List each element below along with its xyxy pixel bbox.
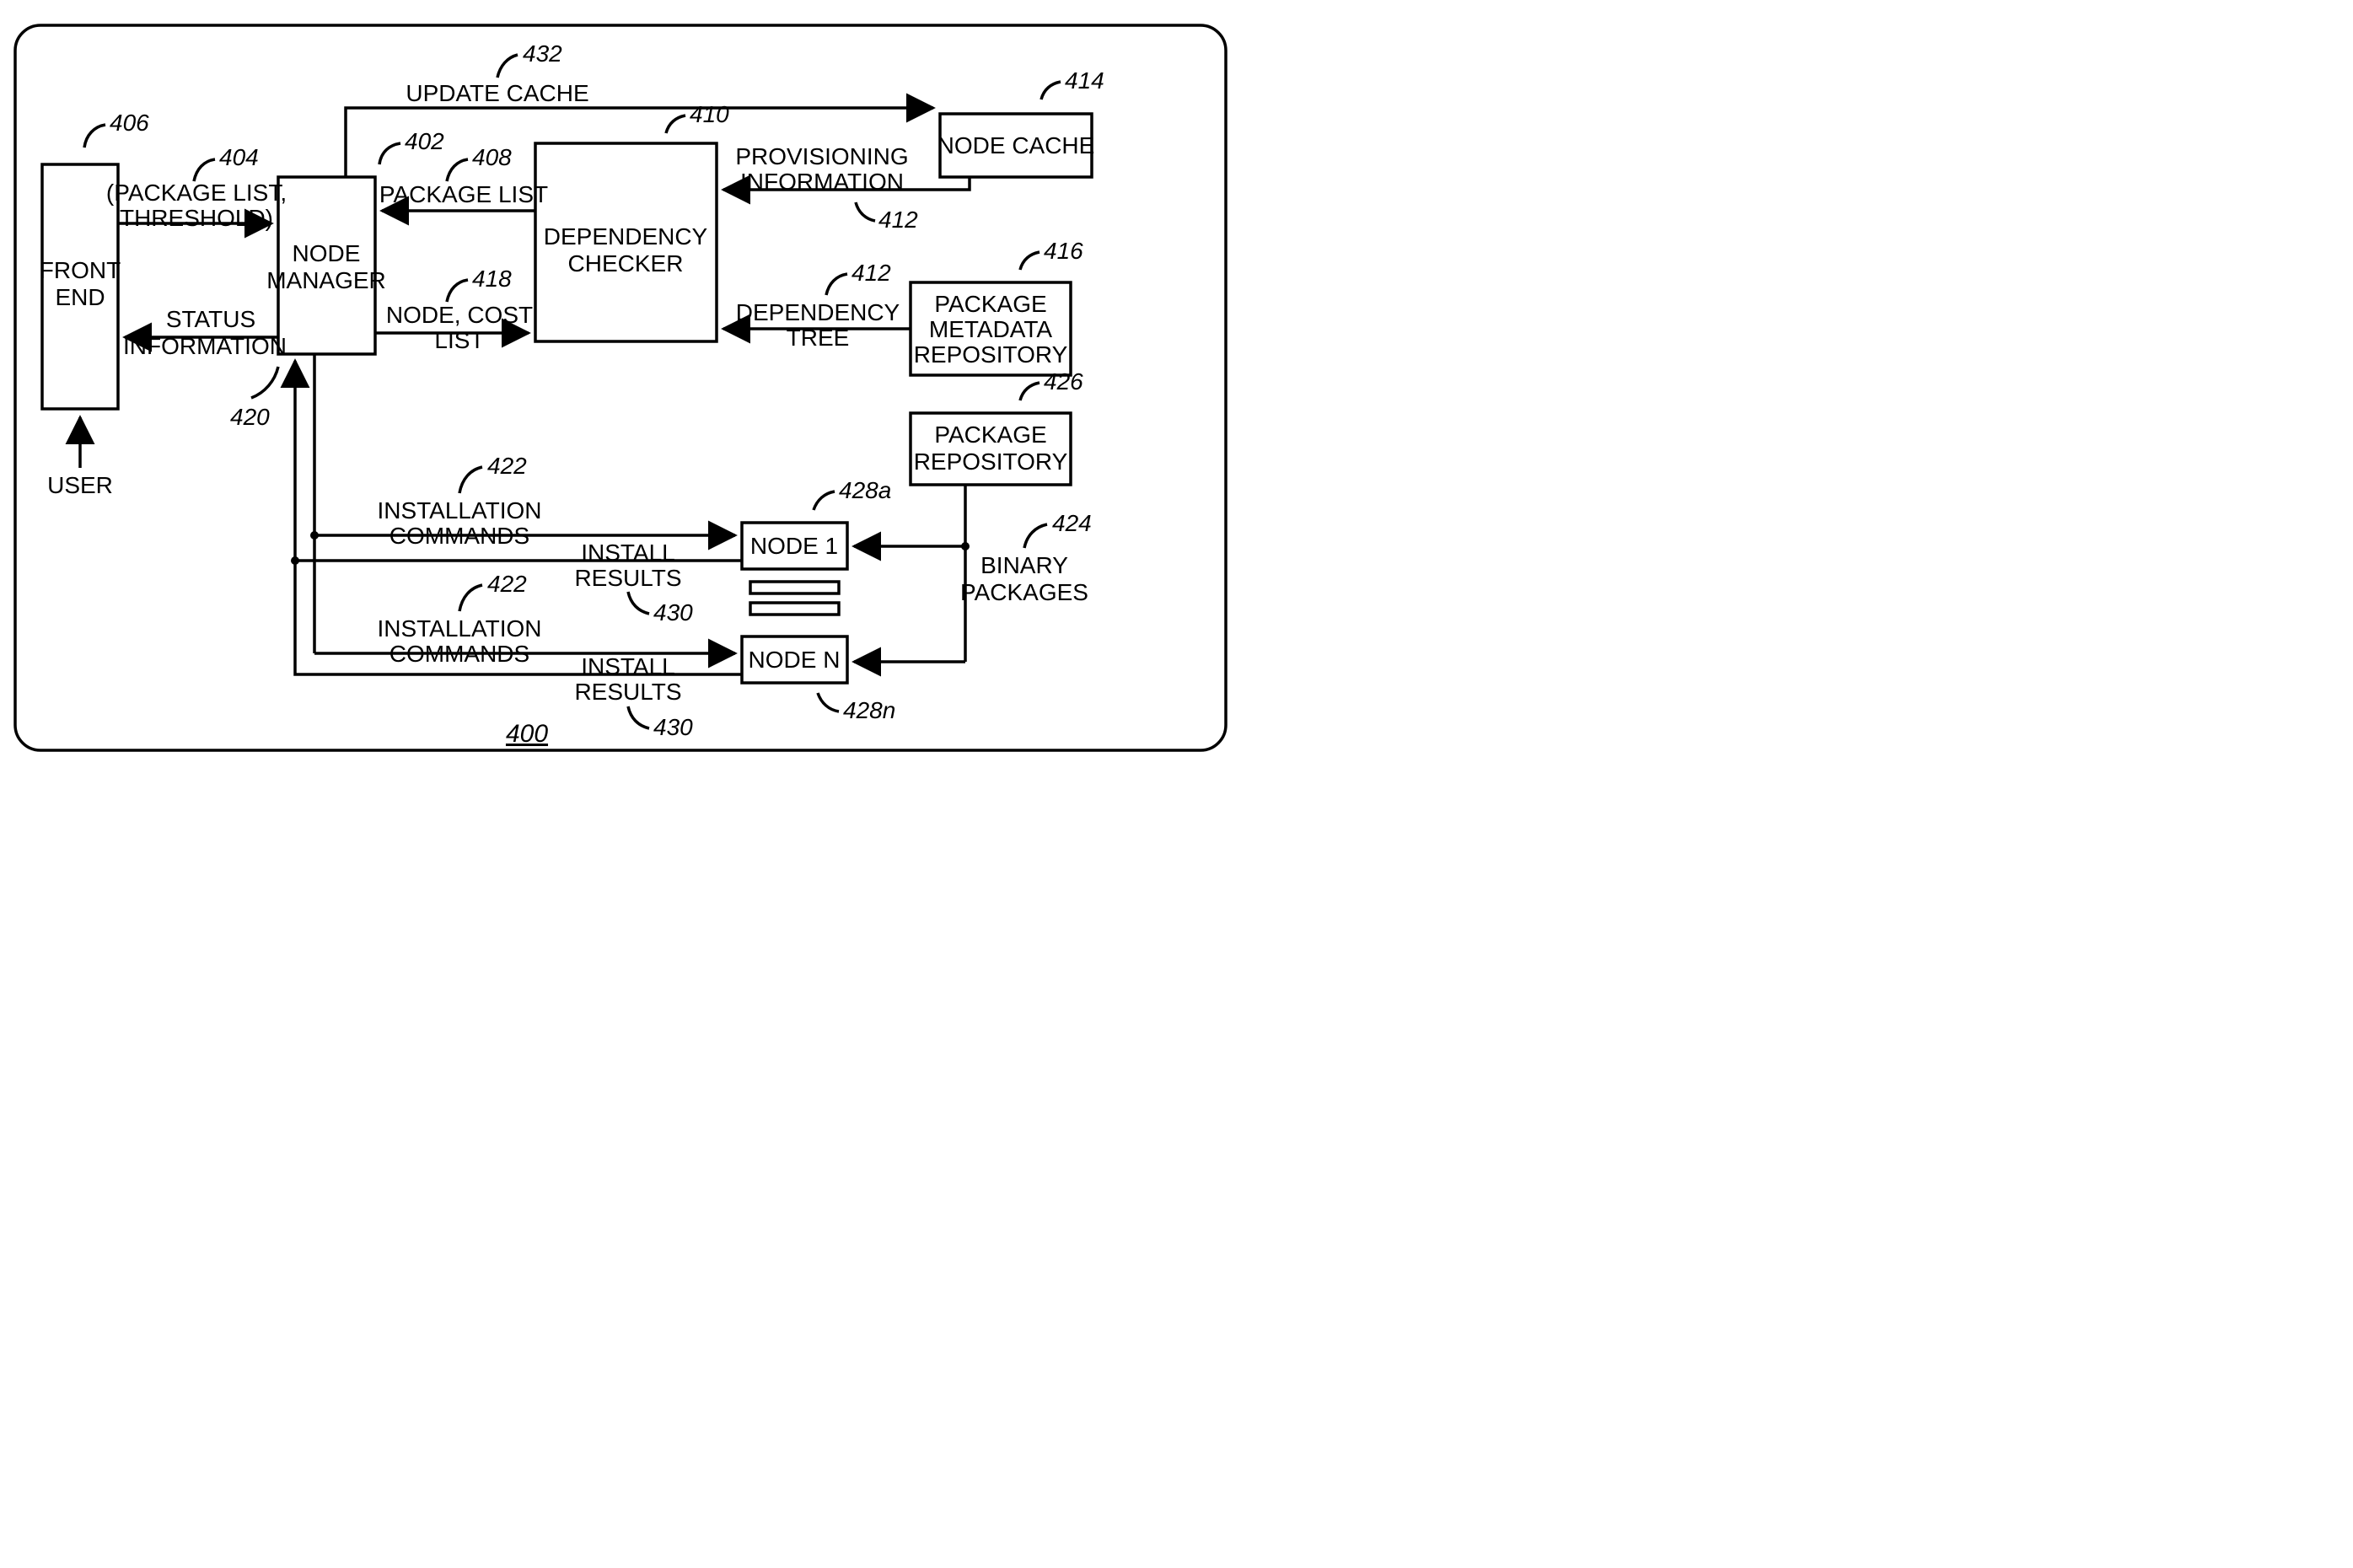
ref-leader-422a [459,467,482,493]
ref-410: 410 [690,101,729,127]
ref-leader-406 [84,125,105,148]
prov-info-label-1: PROVISIONING [735,143,908,169]
pkg-meta-label-3: REPOSITORY [914,341,1068,368]
ref-leader-430a [628,592,649,614]
ref-leader-420 [251,367,278,398]
dependency-checker-label-2: CHECKER [568,250,684,277]
ref-408: 408 [472,144,512,170]
status-label-2: INFORMATION [123,333,287,359]
ref-leader-414 [1041,82,1061,99]
ref-424: 424 [1052,510,1092,536]
inst-cmd-1-label-2: COMMANDS [389,523,529,549]
ref-406: 406 [110,110,149,136]
update-cache-label: UPDATE CACHE [406,80,588,106]
ref-leader-422b [459,585,482,611]
bin-pkg-label-1: BINARY [980,552,1068,578]
nm-cost-label-1: NODE, COST [386,302,533,328]
dep-tree-label-1: DEPENDENCY [736,299,900,325]
ref-leader-430b [628,706,649,728]
node-manager-label-1: NODE [293,240,361,266]
pkg-threshold-label-2: THRESHOLD) [120,205,273,231]
ref-404: 404 [219,144,259,170]
inst-res-2-label-1: INSTALL [581,653,675,679]
pkg-threshold-label-1: (PACKAGE LIST, [106,180,287,206]
ref-422a: 422 [487,453,527,479]
dependency-checker-label-1: DEPENDENCY [544,223,708,250]
ref-leader-416 [1020,252,1040,270]
ref-leader-432 [497,55,518,78]
ref-leader-428a [814,491,835,510]
front-end-label-2: END [55,284,105,310]
ellipsis-box-2 [750,603,839,615]
prov-info-label-2: INFORMATION [740,169,904,195]
node-cache-label: NODE CACHE [937,132,1095,158]
ref-422b: 422 [487,571,527,597]
node-1-label: NODE 1 [750,533,838,559]
ref-leader-412a [856,202,875,221]
inst-cmd-2-label-1: INSTALLATION [377,615,541,642]
inst-res-2-label-2: RESULTS [574,679,681,705]
ref-412a: 412 [878,207,918,233]
ref-leader-410 [666,115,685,133]
ref-leader-412b [826,274,847,295]
nm-cost-label-2: LIST [434,327,484,353]
ref-leader-426 [1020,383,1040,400]
pkg-meta-label-2: METADATA [929,316,1053,342]
user-label: USER [47,472,113,498]
front-end-label-1: FRONT [40,257,121,283]
pkg-repo-label-2: REPOSITORY [914,448,1068,475]
node-manager-label-2: MANAGER [266,267,386,293]
inst-res-1-label-2: RESULTS [574,565,681,591]
ref-420: 420 [230,404,270,430]
ref-426: 426 [1044,368,1083,395]
pkg-repo-label-1: PACKAGE [934,422,1046,448]
ellipsis-box-1 [750,582,839,593]
ref-leader-424 [1024,524,1047,548]
dep-tree-label-2: TREE [787,325,850,351]
ref-418: 418 [472,266,512,292]
ref-428a: 428a [839,477,891,503]
ref-402: 402 [405,128,444,154]
ref-428n: 428n [843,697,895,723]
ref-430a: 430 [653,599,693,626]
ref-414: 414 [1065,67,1104,94]
ref-leader-428n [818,693,839,712]
status-label-1: STATUS [166,306,255,332]
node-n-label: NODE N [749,647,841,673]
inst-cmd-2-label-2: COMMANDS [389,641,529,667]
inst-cmd-1-label-1: INSTALLATION [377,497,541,524]
ref-leader-408 [447,159,468,181]
bin-pkg-label-2: PACKAGES [960,579,1088,605]
ref-leader-402 [379,143,400,164]
ref-430b: 430 [653,714,693,740]
dc-pkg-label: PACKAGE LIST [379,181,548,207]
inst-res-1-label-1: INSTALL [581,540,675,566]
diagram: FRONT END 406 NODE MANAGER 402 DEPENDENC… [0,0,1241,827]
figure-number: 400 [506,720,548,748]
ref-412b: 412 [851,260,891,286]
ref-432: 432 [523,40,562,67]
ref-416: 416 [1044,238,1083,264]
ref-leader-418 [447,280,468,302]
pkg-meta-label-1: PACKAGE [934,291,1046,317]
ref-leader-404 [194,159,215,181]
